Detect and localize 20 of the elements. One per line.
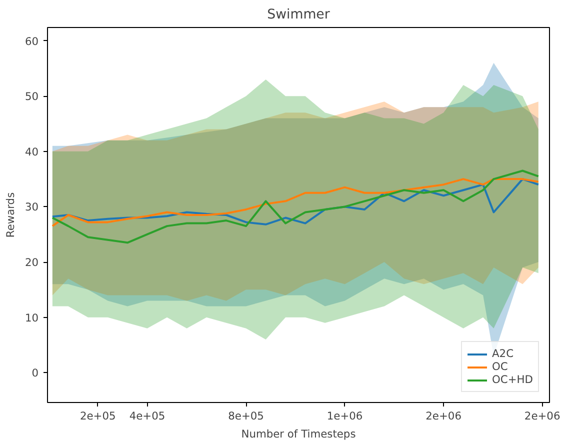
y-tick-label: 40 (24, 145, 39, 158)
x-tick-label: 2e+05 (80, 410, 116, 422)
y-tick-label: 0 (32, 366, 39, 380)
legend-label: A2C (492, 347, 514, 360)
line-series (51, 170, 540, 244)
y-tick-label: 30 (24, 200, 39, 214)
legend-label: OC+HD (492, 373, 533, 386)
y-tick-label: 60 (24, 34, 39, 48)
x-tick-label: 2e+06 (524, 410, 560, 422)
legend-label: OC (492, 360, 509, 373)
y-tick-label: 10 (24, 311, 39, 324)
x-tick-label: 2e+06 (426, 410, 462, 422)
chart-title: Swimmer (267, 8, 330, 22)
x-axis-title: Number of Timesteps (241, 428, 356, 440)
x-tick-label: 4e+05 (129, 410, 166, 422)
y-axis-title: Rewards (4, 192, 17, 238)
y-tick-label: 20 (24, 256, 39, 270)
y-tick-label: 50 (24, 90, 39, 104)
x-tick-label: 1e+06 (326, 410, 363, 422)
x-tick-label: 8e+05 (228, 410, 264, 422)
